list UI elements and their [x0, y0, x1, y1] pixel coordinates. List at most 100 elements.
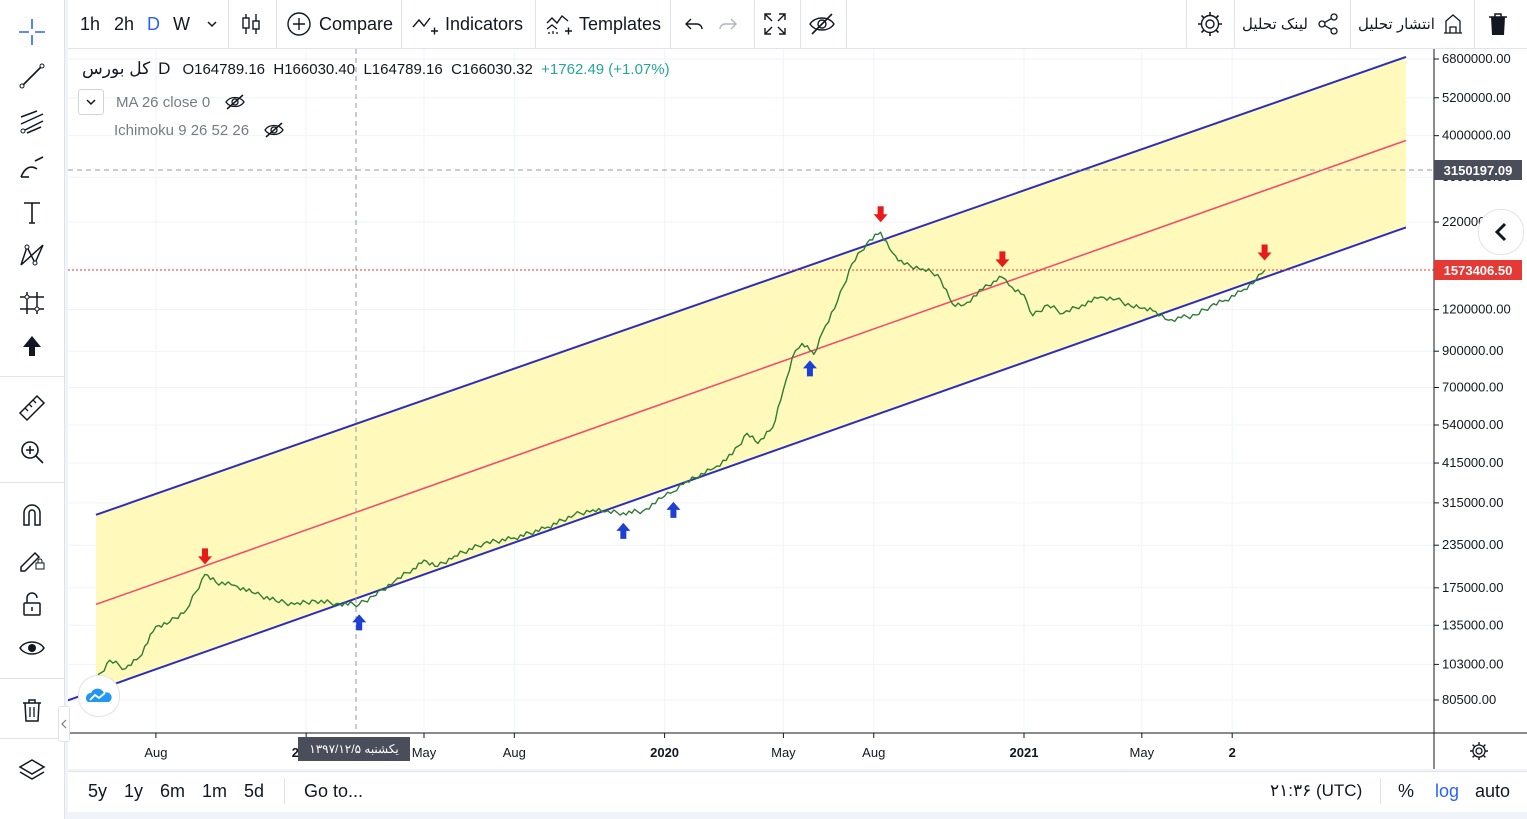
ruler-icon[interactable] — [12, 390, 52, 426]
percent-toggle[interactable]: % — [1398, 772, 1414, 810]
channel-lower-line — [68, 226, 1407, 702]
range-1m[interactable]: 1m — [202, 772, 227, 810]
y-tick-label: 1200000.00 — [1442, 302, 1511, 317]
settings-button[interactable] — [1196, 0, 1224, 48]
templates-button[interactable]: Templates — [545, 0, 661, 48]
publish-button[interactable]: انتشار تحلیل — [1358, 0, 1465, 48]
scroll-right-button[interactable] — [1478, 209, 1524, 255]
axis-settings-button[interactable] — [1464, 739, 1494, 763]
range-5y[interactable]: 5y — [88, 772, 107, 810]
share-link-button[interactable]: لینک تحلیل — [1242, 0, 1340, 48]
log-toggle[interactable]: log — [1435, 772, 1459, 810]
chevron-down-icon — [86, 99, 96, 106]
eye-off-icon[interactable] — [263, 121, 285, 139]
price-axis[interactable]: 6800000.005200000.004000000.003000000.00… — [1433, 49, 1511, 769]
templates-label: Templates — [579, 13, 662, 34]
symbol-name[interactable]: کل بورس — [82, 59, 151, 78]
arrow-up-icon — [352, 614, 367, 631]
arrow-down-marker — [1257, 244, 1272, 261]
delete-button[interactable] — [1486, 0, 1510, 48]
pencil-lock-icon[interactable] — [12, 540, 52, 576]
hide-drawings-button[interactable] — [808, 0, 836, 48]
x-tick-label: May — [412, 745, 437, 760]
pattern-icon[interactable] — [12, 238, 52, 274]
y-tick-label: 415000.00 — [1442, 455, 1503, 470]
interval-1h[interactable]: 1h — [80, 0, 100, 48]
time-axis[interactable]: Aug2019MayAug2020MayAug2021May2 — [68, 732, 1527, 760]
y-tick-label: 900000.00 — [1442, 343, 1503, 358]
chart-area[interactable]: 6800000.005200000.004000000.003000000.00… — [68, 49, 1527, 769]
share-icon — [1318, 13, 1338, 35]
goto-button[interactable]: Go to... — [304, 772, 363, 810]
magnet-icon[interactable] — [12, 496, 52, 532]
collapse-legend-button[interactable] — [78, 89, 104, 115]
eye-off-icon[interactable] — [224, 93, 246, 111]
arrow-down-icon — [198, 548, 213, 565]
eye-icon[interactable] — [12, 630, 52, 666]
ma-indicator-label[interactable]: MA 26 close 0 — [116, 93, 211, 111]
x-tick-label: May — [1130, 745, 1155, 760]
legend-main: کل بورس D O164789.16 H166030.40 L164789.… — [82, 59, 670, 79]
range-label: 6m — [160, 780, 186, 801]
layers-icon[interactable] — [12, 752, 52, 788]
range-1y[interactable]: 1y — [124, 772, 143, 810]
range-6m[interactable]: 6m — [160, 772, 185, 810]
left-toolbar — [0, 0, 65, 819]
lock-icon[interactable] — [12, 586, 52, 622]
y-tick-label: 6800000.00 — [1442, 51, 1511, 66]
fullscreen-button[interactable] — [762, 0, 788, 48]
y-tick-label: 103000.00 — [1442, 656, 1503, 671]
trash-icon[interactable] — [12, 692, 52, 728]
trend-line-icon[interactable] — [12, 58, 52, 94]
last-price-tag: 1573406.50 — [1434, 260, 1522, 280]
undo-button[interactable] — [682, 0, 706, 48]
y-tick-label: 315000.00 — [1442, 495, 1503, 510]
ohlc-high: H166030.40 — [273, 60, 356, 78]
compare-button[interactable]: Compare — [286, 0, 393, 48]
interval-w[interactable]: W — [173, 0, 190, 48]
prediction-icon[interactable] — [12, 284, 52, 320]
range-label: 1y — [124, 780, 144, 801]
interval-d[interactable]: D — [147, 0, 160, 48]
brush-icon[interactable] — [12, 150, 52, 186]
share-link-label: لینک تحلیل — [1242, 16, 1308, 33]
interval-label: 1h — [80, 13, 101, 34]
fib-icon[interactable] — [12, 104, 52, 140]
eye-off-icon — [809, 13, 835, 35]
trash-icon — [1489, 13, 1507, 35]
ichimoku-indicator-label[interactable]: Ichimoku 9 26 52 26 — [114, 121, 250, 139]
top-toolbar: 1h 2h D W Compare Indicators Templates — [68, 0, 1527, 49]
crosshair-icon[interactable] — [12, 14, 52, 50]
undo-icon — [685, 18, 703, 30]
gear-icon — [1198, 12, 1222, 36]
indicators-label: Indicators — [445, 13, 524, 34]
indicators-button[interactable]: Indicators — [411, 0, 523, 48]
interval-dropdown[interactable] — [204, 0, 220, 48]
zoom-in-icon[interactable] — [12, 434, 52, 470]
time-label: ۲۱:۳۶ (UTC) — [1270, 781, 1363, 800]
text-icon[interactable] — [12, 194, 52, 230]
redo-icon — [719, 18, 737, 30]
timezone-button[interactable]: ۲۱:۳۶ (UTC) — [1270, 772, 1362, 810]
ohlc-low: L164789.16 — [363, 60, 443, 78]
fullscreen-icon — [764, 13, 786, 35]
auto-toggle[interactable]: auto — [1475, 772, 1510, 810]
y-tick-label: 4000000.00 — [1442, 128, 1511, 143]
y-tick-label: 5200000.00 — [1442, 90, 1511, 105]
logo[interactable] — [78, 675, 120, 717]
y-tick-label: 700000.00 — [1442, 380, 1503, 395]
plus-circle-icon — [287, 12, 311, 36]
y-tick-label: 540000.00 — [1442, 417, 1503, 432]
range-5d[interactable]: 5d — [244, 772, 264, 810]
ohlc-close: C166030.32 — [451, 60, 533, 78]
redo-button[interactable] — [716, 0, 740, 48]
interval-2h[interactable]: 2h — [114, 0, 134, 48]
toolbar-collapse-handle[interactable] — [58, 706, 70, 742]
legend-interval: D — [158, 59, 171, 78]
chart-canvas[interactable]: 6800000.005200000.004000000.003000000.00… — [68, 49, 1527, 769]
arrow-up-icon[interactable] — [12, 328, 52, 364]
interval-label: W — [173, 13, 190, 34]
y-tick-label: 135000.00 — [1442, 617, 1503, 632]
chart-type-button[interactable] — [238, 0, 264, 48]
ohlc-change: +1762.49 (+1.07%) — [541, 60, 670, 78]
